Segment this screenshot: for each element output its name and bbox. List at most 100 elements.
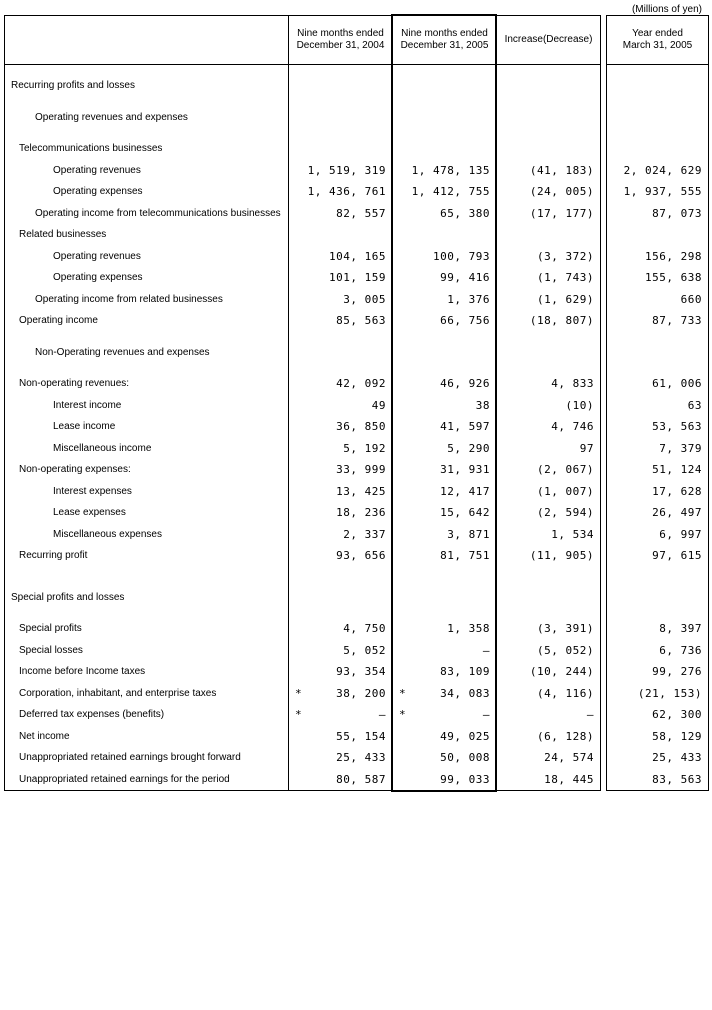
cell-delta	[497, 107, 601, 129]
cell-fy2005: 87, 073	[607, 203, 709, 225]
col-header-label	[5, 16, 289, 65]
cell-delta	[497, 138, 601, 160]
row-label: Lease expenses	[5, 502, 289, 524]
table-row	[5, 577, 709, 587]
cell-p2005: 5, 290	[393, 438, 497, 460]
row-label: Operating expenses	[5, 267, 289, 289]
row-label: Income before Income taxes	[5, 661, 289, 683]
col-header-fy2005: Year endedMarch 31, 2005	[607, 16, 709, 65]
table-row: Miscellaneous income5, 1925, 290977, 379	[5, 438, 709, 460]
cell-delta: (2, 067)	[497, 459, 601, 481]
cell-p2004	[289, 138, 393, 160]
cell-p2004: 93, 656	[289, 545, 393, 567]
row-label: Operating revenues and expenses	[5, 107, 289, 129]
row-label: Recurring profit	[5, 545, 289, 567]
table-row	[5, 332, 709, 342]
financial-table: Nine months endedDecember 31, 2004 Nine …	[4, 15, 709, 791]
table-row: Recurring profit93, 65681, 751(11, 905) 9…	[5, 545, 709, 567]
cell-p2005: –	[393, 640, 497, 662]
cell-delta	[497, 342, 601, 364]
cell-delta: (17, 177)	[497, 203, 601, 225]
table-row: Special profits4, 7501, 358(3, 391)8, 39…	[5, 618, 709, 640]
table-row	[5, 567, 709, 577]
row-label: Special profits	[5, 618, 289, 640]
cell-p2005: 15, 642	[393, 502, 497, 524]
cell-p2004	[289, 107, 393, 129]
cell-delta	[497, 75, 601, 97]
cell-fy2005: 156, 298	[607, 246, 709, 268]
cell-fy2005: (21, 153)	[607, 683, 709, 705]
cell-p2004	[289, 587, 393, 609]
cell-delta: 97	[497, 438, 601, 460]
row-label: Lease income	[5, 416, 289, 438]
cell-fy2005	[607, 138, 709, 160]
cell-p2004	[289, 342, 393, 364]
cell-delta: (1, 007)	[497, 481, 601, 503]
cell-delta: (11, 905)	[497, 545, 601, 567]
cell-p2004: 42, 092	[289, 373, 393, 395]
cell-p2004: 33, 999	[289, 459, 393, 481]
cell-p2005: 81, 751	[393, 545, 497, 567]
cell-delta: –	[497, 704, 601, 726]
cell-p2005: 46, 926	[393, 373, 497, 395]
table-row	[5, 608, 709, 618]
table-row: Operating income85, 56366, 756(18, 807)8…	[5, 310, 709, 332]
cell-p2004	[289, 224, 393, 246]
table-row	[5, 363, 709, 373]
table-row: Deferred tax expenses (benefits)*–*––62,…	[5, 704, 709, 726]
cell-p2004: 1, 519, 319	[289, 160, 393, 182]
cell-fy2005	[607, 75, 709, 97]
row-label: Net income	[5, 726, 289, 748]
table-row: Operating income from related businesses…	[5, 289, 709, 311]
cell-p2004: 36, 850	[289, 416, 393, 438]
cell-fy2005: 2, 024, 629	[607, 160, 709, 182]
table-row: Operating revenues104, 165100, 793(3, 37…	[5, 246, 709, 268]
cell-p2005: 65, 380	[393, 203, 497, 225]
row-label: Operating expenses	[5, 181, 289, 203]
cell-p2005	[393, 587, 497, 609]
cell-delta: (41, 183)	[497, 160, 601, 182]
cell-fy2005: 53, 563	[607, 416, 709, 438]
table-row	[5, 97, 709, 107]
cell-p2005: 100, 793	[393, 246, 497, 268]
cell-p2005	[393, 224, 497, 246]
cell-p2005: 99, 033	[393, 769, 497, 791]
cell-fy2005	[607, 107, 709, 129]
row-label: Non-Operating revenues and expenses	[5, 342, 289, 364]
cell-p2004: 80, 587	[289, 769, 393, 791]
cell-fy2005	[607, 342, 709, 364]
cell-fy2005: 25, 433	[607, 747, 709, 769]
cell-p2004: *38, 200	[289, 683, 393, 705]
cell-fy2005: 97, 615	[607, 545, 709, 567]
row-label: Miscellaneous income	[5, 438, 289, 460]
table-row: Operating revenues and expenses	[5, 107, 709, 129]
table-row: Interest income4938(10)63	[5, 395, 709, 417]
cell-p2005: *34, 083	[393, 683, 497, 705]
cell-fy2005: 7, 379	[607, 438, 709, 460]
cell-p2004: 13, 425	[289, 481, 393, 503]
table-row: Operating expenses101, 15999, 416(1, 743…	[5, 267, 709, 289]
table-header-row: Nine months endedDecember 31, 2004 Nine …	[5, 16, 709, 65]
cell-p2005: 38	[393, 395, 497, 417]
row-label: Operating revenues	[5, 246, 289, 268]
table-row: Non-operating expenses:33, 99931, 931(2,…	[5, 459, 709, 481]
row-label: Unappropriated retained earnings for the…	[5, 769, 289, 791]
cell-p2005: *–	[393, 704, 497, 726]
row-label: Non-operating expenses:	[5, 459, 289, 481]
row-label: Interest income	[5, 395, 289, 417]
cell-p2004: 18, 236	[289, 502, 393, 524]
cell-fy2005: 660	[607, 289, 709, 311]
cell-p2004: 3, 005	[289, 289, 393, 311]
cell-delta: (1, 743)	[497, 267, 601, 289]
table-row: Net income55, 15449, 025(6, 128)58, 129	[5, 726, 709, 748]
table-row: Unappropriated retained earnings brought…	[5, 747, 709, 769]
row-label: Non-operating revenues:	[5, 373, 289, 395]
row-label: Recurring profits and losses	[5, 75, 289, 97]
cell-p2005: 3, 871	[393, 524, 497, 546]
cell-p2004: 25, 433	[289, 747, 393, 769]
cell-delta: 4, 746	[497, 416, 601, 438]
cell-p2005	[393, 138, 497, 160]
row-label: Deferred tax expenses (benefits)	[5, 704, 289, 726]
row-label: Operating revenues	[5, 160, 289, 182]
table-row: Telecommunications businesses	[5, 138, 709, 160]
